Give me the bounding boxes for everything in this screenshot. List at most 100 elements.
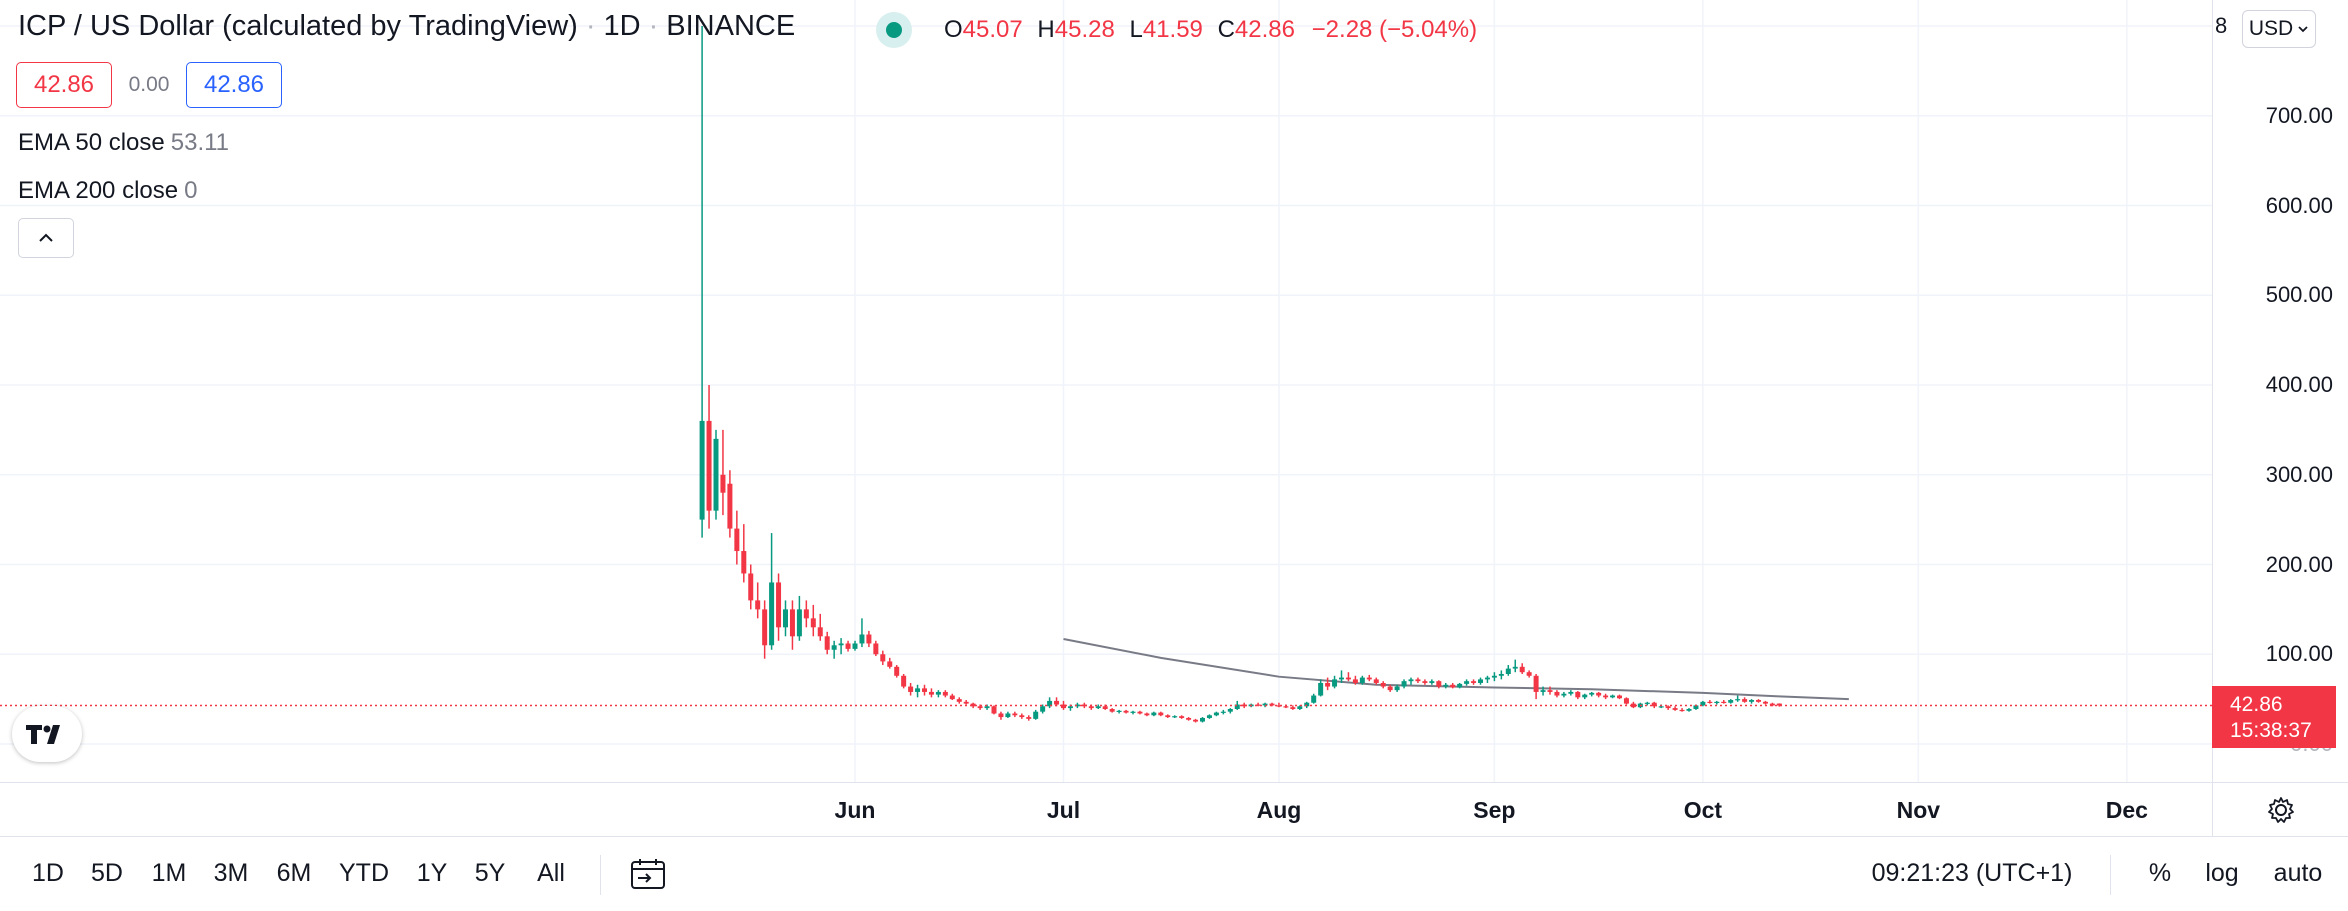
sell-price-button[interactable]: 42.86 (16, 62, 112, 108)
candle (1137, 710, 1143, 715)
candle-body (776, 582, 782, 628)
candle-body (922, 688, 927, 692)
collapse-legend-button[interactable] (18, 218, 74, 258)
candle (727, 470, 733, 538)
log-scale-toggle[interactable]: log (2205, 859, 2239, 887)
candle (1366, 674, 1372, 682)
candle (1130, 710, 1136, 715)
chart-pane[interactable]: ICP / US Dollar (calculated by TradingVi… (0, 0, 2212, 782)
candle (1158, 711, 1164, 717)
candle (824, 631, 830, 655)
candle-body (1095, 706, 1101, 709)
candle-body (1464, 681, 1470, 684)
symbol-title[interactable]: ICP / US Dollar (calculated by TradingVi… (18, 10, 578, 42)
candle-body (755, 600, 761, 610)
candle-body (1345, 677, 1351, 680)
candle (1352, 675, 1358, 685)
candle-body (1457, 683, 1463, 688)
candle (1450, 682, 1456, 689)
range-button-1d[interactable]: 1D (32, 859, 64, 887)
buy-price-button[interactable]: 42.86 (186, 62, 282, 108)
candle-body (1061, 704, 1066, 709)
market-open-dot-icon (886, 22, 902, 38)
range-button-all[interactable]: All (537, 859, 565, 887)
indicator-row-ema50[interactable]: EMA 50 close 53.11 (18, 128, 229, 176)
range-button-1m[interactable]: 1M (151, 859, 187, 887)
candle (1339, 670, 1344, 683)
candle-body (1512, 666, 1518, 669)
candle (845, 640, 851, 652)
candle (908, 682, 914, 696)
candle-body (1040, 706, 1046, 712)
last-price-value: 42.86 (2230, 693, 2283, 716)
candle (1311, 693, 1317, 704)
tradingview-logo[interactable] (12, 706, 82, 762)
candle (1422, 679, 1428, 685)
currency-select[interactable]: USD (2242, 10, 2316, 48)
range-button-1y[interactable]: 1Y (416, 859, 448, 887)
candle-body (1109, 708, 1115, 712)
percent-scale-toggle[interactable]: % (2148, 859, 2172, 887)
chart-settings-button[interactable] (2212, 782, 2348, 837)
candle (1672, 706, 1678, 711)
price-axis-label-partial: 8 (2215, 13, 2228, 38)
price-axis[interactable]: 700.00 600.00 500.00 400.00 300.00 200.00 100.… (2212, 0, 2348, 782)
candle-body (1436, 681, 1442, 687)
auto-scale-toggle[interactable]: auto (2273, 859, 2323, 887)
indicator-row-ema200[interactable]: EMA 200 close 0 (18, 176, 229, 224)
indicator-label: EMA 200 close (18, 177, 179, 204)
candle (769, 533, 775, 650)
candle (1623, 697, 1629, 705)
candle (1193, 718, 1199, 723)
candle-body (1297, 706, 1303, 709)
symbol-legend[interactable]: ICP / US Dollar (calculated by TradingVi… (18, 10, 795, 43)
interval-label[interactable]: 1D (603, 10, 641, 42)
goto-date-button[interactable] (630, 857, 670, 893)
candle (810, 604, 816, 637)
toolbar-divider (600, 855, 601, 895)
time-axis-label: Dec (2105, 797, 2148, 823)
range-button-5y[interactable]: 5Y (474, 859, 506, 887)
candle-body (803, 609, 809, 619)
candle-body (1408, 679, 1414, 682)
price-axis-label: 400.00 (2265, 372, 2333, 397)
candle (1200, 717, 1205, 723)
candle-body (970, 703, 976, 707)
candle (1575, 691, 1581, 700)
chart-canvas[interactable] (0, 0, 2212, 782)
price-axis-label: 200.00 (2265, 551, 2333, 577)
candle-body (1665, 706, 1671, 709)
market-status-indicator[interactable] (876, 12, 912, 48)
candle-body (1610, 695, 1616, 698)
candle-body (1658, 706, 1664, 708)
close-value: 42.86 (1234, 16, 1295, 43)
candle (1318, 679, 1324, 697)
candle (831, 640, 837, 659)
range-button-ytd[interactable]: YTD (339, 859, 389, 887)
candle (970, 702, 976, 709)
candle-body (1283, 706, 1289, 708)
range-button-3m[interactable]: 3M (213, 859, 249, 887)
range-button-6m[interactable]: 6M (276, 859, 312, 887)
candle-body (1714, 701, 1720, 704)
range-button-5d[interactable]: 5D (91, 859, 123, 887)
candle (817, 613, 823, 641)
candle (1686, 708, 1692, 712)
candle-body (1200, 717, 1205, 722)
candle (1540, 686, 1546, 696)
candle (1498, 670, 1504, 680)
exchange-label[interactable]: BINANCE (666, 10, 796, 42)
candle (1547, 686, 1553, 695)
candle (1457, 682, 1463, 689)
low-label: L (1129, 16, 1143, 43)
candle (1742, 697, 1748, 703)
candle (1679, 708, 1685, 712)
timezone-clock[interactable]: 09:21:23 (UTC+1) (1871, 859, 2073, 887)
time-axis[interactable]: Jun Jul Aug Sep Oct Nov Dec (0, 782, 2212, 837)
candle (748, 564, 754, 610)
candle-body (706, 420, 712, 511)
candle (1401, 679, 1407, 689)
candle-body (956, 699, 962, 702)
candle (1116, 709, 1122, 714)
candle-body (734, 528, 740, 552)
